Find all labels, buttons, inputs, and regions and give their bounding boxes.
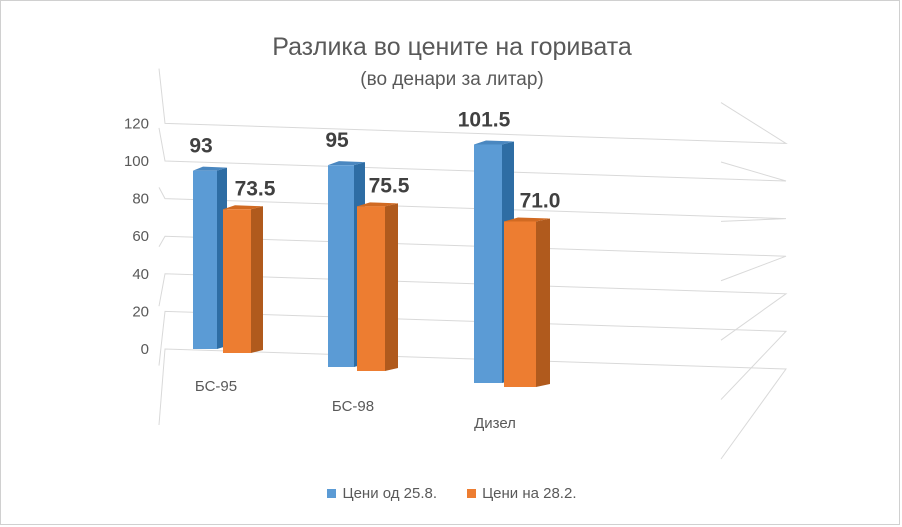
legend-item-series-1: Цени од 25.8. <box>327 485 437 502</box>
chart-subtitle: (во денари за литар) <box>360 69 544 90</box>
data-label-2-2: 75.5 <box>369 174 410 197</box>
y-tick-label: 100 <box>124 153 149 170</box>
bar-1-2 <box>328 165 354 367</box>
data-label-1-2: 95 <box>325 129 349 152</box>
x-tick-label-1: БС-95 <box>195 378 237 395</box>
bar-2-3 <box>504 221 536 387</box>
bar-1-3 <box>474 144 502 383</box>
bar-top-1-2 <box>328 161 365 166</box>
y-tick-label: 20 <box>132 303 149 320</box>
x-tick-label-2: БС-98 <box>332 398 374 415</box>
gridline <box>158 127 787 182</box>
x-tick-label-3: Дизел <box>474 415 516 432</box>
legend-item-series-2: Цени на 28.2. <box>467 485 577 502</box>
legend-swatch-series-1 <box>327 489 337 498</box>
bar-top-2-1 <box>223 205 263 210</box>
data-label-1-1: 93 <box>189 135 212 158</box>
y-tick-label: 120 <box>124 115 149 132</box>
bar-1-1 <box>193 170 217 349</box>
bar-2-2 <box>357 206 385 371</box>
data-label-2-1: 73.5 <box>235 177 276 200</box>
y-tick-label: 80 <box>132 191 149 208</box>
legend-swatch-series-2 <box>467 489 477 498</box>
chart-title: Разлика во цените на горивата <box>272 33 632 61</box>
bar-top-2-2 <box>357 202 398 207</box>
legend-label-series-2: Цени на 28.2. <box>482 485 577 502</box>
legend: Цени од 25.8. Цени на 28.2. <box>1 485 902 502</box>
legend-label-series-1: Цени од 25.8. <box>342 485 438 502</box>
data-label-1-3: 101.5 <box>458 108 511 131</box>
bar-top-1-3 <box>474 140 514 145</box>
bar-side-2-1 <box>251 206 263 353</box>
y-tick-label: 40 <box>132 266 149 283</box>
y-tick-label: 0 <box>141 341 149 358</box>
gridline <box>158 348 787 460</box>
bar-top-1-1 <box>193 166 227 171</box>
data-label-2-3: 71.0 <box>520 189 561 212</box>
gridline <box>158 68 788 144</box>
y-tick-label: 60 <box>132 228 149 245</box>
bar-2-1 <box>223 209 251 353</box>
bar-top-2-3 <box>504 217 550 222</box>
bar-side-2-3 <box>536 218 550 387</box>
bar-side-2-2 <box>385 203 398 371</box>
